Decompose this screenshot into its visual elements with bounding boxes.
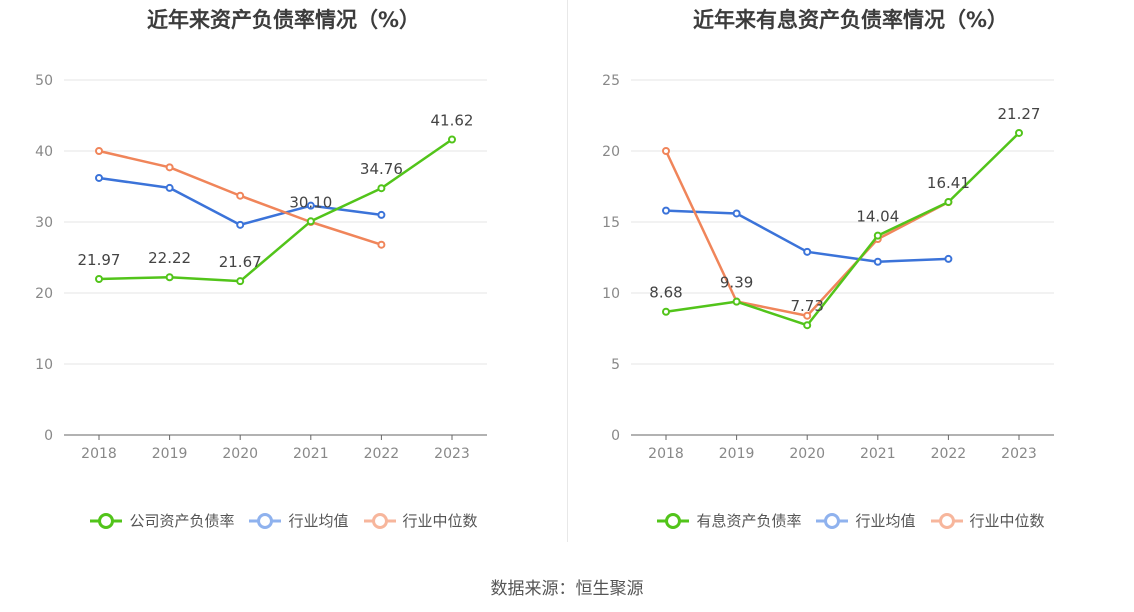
x-tick-label: 2018 (648, 446, 684, 462)
data-label: 22.22 (148, 249, 191, 267)
legend-marker-icon (90, 512, 123, 529)
legend-label: 行业中位数 (402, 512, 478, 530)
data-point-company (95, 275, 103, 284)
data-label: 16.41 (927, 174, 970, 192)
x-tick-label: 2021 (293, 446, 329, 462)
data-point-company (732, 297, 741, 306)
data-point-company (662, 307, 670, 316)
data-point-industry_avg (377, 210, 386, 219)
data-point-industry_median (236, 191, 245, 200)
data-point-industry_avg (165, 183, 174, 192)
legend-item-industry_median[interactable]: 行业中位数 (363, 510, 478, 531)
data-point-industry_median (803, 311, 812, 320)
data-source-note: 数据来源：恒生聚源 (490, 579, 644, 599)
y-tick-label: 10 (35, 357, 53, 373)
legend-item-industry_median[interactable]: 行业中位数 (930, 510, 1045, 531)
y-tick-label: 20 (602, 144, 620, 160)
legend-item-industry_avg[interactable]: 行业均值 (815, 510, 916, 531)
data-point-company (165, 273, 174, 282)
x-tick-label: 2019 (719, 446, 755, 462)
data-point-company (803, 321, 812, 330)
interest-debt-ratio-chart-panel: 近年来有息资产负债率情况（%） 0 5 10 15 20 25 2018 2019 2020 20… (567, 0, 1134, 560)
legend-item-company[interactable]: 有息资产负债率 (656, 510, 801, 531)
legend-label: 行业均值 (288, 512, 349, 530)
data-point-industry_avg (662, 206, 670, 215)
x-tick-label: 2023 (1001, 446, 1037, 462)
data-label: 30.10 (289, 193, 332, 211)
data-label: 9.39 (720, 274, 753, 292)
series-line-industry_median (664, 150, 949, 317)
data-point-industry_avg (803, 247, 812, 256)
data-point-industry_avg (944, 254, 953, 263)
y-tick-label: 25 (602, 73, 620, 89)
legend-label: 行业均值 (855, 512, 916, 530)
chart-legend: 公司资产负债率 行业均值 行业中位数 (0, 510, 567, 531)
x-tick-label: 2020 (222, 446, 258, 462)
debt-ratio-chart: 0 10 20 30 40 50 2018 2019 2020 2021 2022 2023 21.97… (35, 73, 487, 462)
data-label: 14.04 (856, 208, 899, 226)
legend-label: 行业中位数 (969, 512, 1045, 530)
legend-marker-icon (930, 512, 963, 529)
x-tick-label: 2018 (81, 446, 117, 462)
data-label: 41.62 (431, 111, 474, 129)
data-point-industry_median (662, 147, 670, 155)
interest-debt-ratio-chart: 0 5 10 15 20 25 2018 2019 2020 2021 2022 2023 8.68 9.… (602, 73, 1054, 462)
legend-label: 有息资产负债率 (696, 512, 802, 530)
series-line-industry_avg (98, 176, 382, 227)
data-label: 7.73 (790, 297, 823, 315)
data-point-company (1015, 128, 1023, 137)
y-tick-label: 40 (35, 144, 53, 160)
series-line-company (665, 132, 1020, 327)
data-point-industry_median (377, 240, 386, 249)
y-tick-label: 0 (611, 428, 620, 444)
legend-marker-icon (816, 512, 849, 529)
data-point-industry_median (95, 147, 103, 155)
chart-title: 近年来有息资产负债率情况（%） (692, 8, 1009, 32)
data-point-industry_median (165, 163, 174, 172)
x-tick-label: 2019 (152, 446, 188, 462)
legend-label: 公司资产负债率 (129, 512, 235, 530)
legend-marker-icon (657, 512, 690, 529)
x-tick-label: 2023 (434, 446, 470, 462)
y-tick-label: 20 (35, 286, 53, 302)
debt-ratio-chart-panel: 近年来资产负债率情况（%） 0 10 20 30 40 50 2018 2019 2020 202… (0, 0, 567, 560)
data-point-company (236, 277, 245, 286)
data-point-industry_avg (306, 201, 315, 210)
data-label: 21.97 (78, 251, 121, 269)
y-tick-label: 10 (602, 286, 620, 302)
legend-item-company[interactable]: 公司资产负债率 (89, 510, 234, 531)
panel-divider (567, 0, 568, 542)
series-line-company (98, 138, 453, 283)
x-tick-label: 2022 (364, 446, 400, 462)
y-tick-label: 50 (35, 73, 53, 89)
data-point-company (944, 197, 953, 206)
data-point-company (448, 135, 456, 144)
legend-item-industry_avg[interactable]: 行业均值 (248, 510, 349, 531)
data-point-company (377, 184, 386, 193)
data-label: 21.27 (998, 105, 1041, 123)
y-tick-label: 15 (602, 215, 620, 231)
chart-title: 近年来资产负债率情况（%） (146, 8, 421, 32)
x-tick-label: 2022 (931, 446, 967, 462)
data-point-company (873, 231, 882, 240)
chart-legend: 有息资产负债率 行业均值 行业中位数 (567, 510, 1134, 531)
legend-marker-icon (249, 512, 282, 529)
x-tick-label: 2021 (860, 446, 896, 462)
data-point-industry_avg (732, 209, 741, 218)
y-tick-label: 30 (35, 215, 53, 231)
data-label: 21.67 (219, 253, 262, 271)
y-tick-label: 0 (44, 428, 53, 444)
data-point-industry_avg (95, 173, 103, 182)
data-label: 8.68 (649, 284, 682, 302)
legend-marker-icon (363, 512, 396, 529)
data-point-industry_avg (873, 257, 882, 266)
data-point-industry_avg (236, 220, 245, 229)
data-label: 34.76 (360, 160, 403, 178)
y-tick-label: 5 (611, 357, 620, 373)
x-tick-label: 2020 (789, 446, 825, 462)
data-point-company (306, 217, 315, 226)
